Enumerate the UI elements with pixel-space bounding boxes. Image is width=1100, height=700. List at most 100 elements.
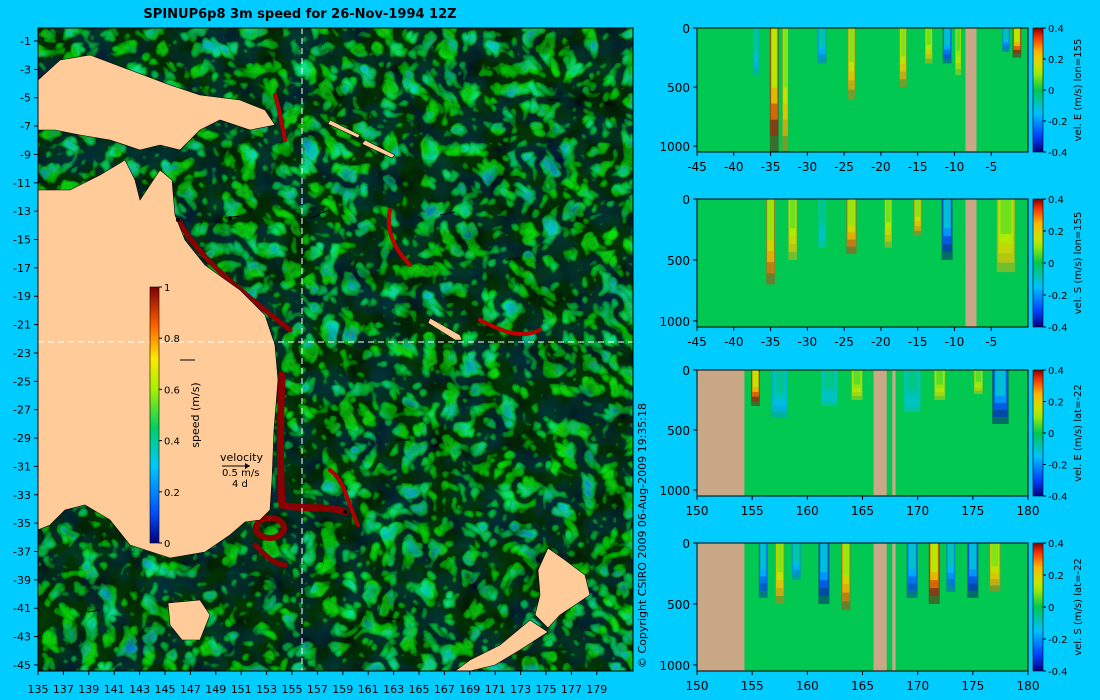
section-land — [873, 543, 887, 671]
section-anomaly — [843, 543, 849, 576]
speed-map — [38, 28, 633, 671]
section-x-tick-label: 160 — [796, 679, 819, 693]
lon-tick-label: 179 — [586, 683, 607, 696]
section-anomaly — [995, 370, 1006, 396]
speed-colorbar-tick-label: 0.2 — [164, 488, 180, 499]
section-land — [892, 370, 896, 496]
section-anomaly — [767, 199, 774, 240]
map-lon-axis: 135 137 139 141 143 145 147 149 151 153 155 157 159 1… — [28, 671, 607, 696]
speed-colorbar-tick-label: 0.8 — [164, 334, 180, 345]
lon-tick-label: 163 — [383, 683, 404, 696]
lat-tick-label: -15 — [13, 234, 31, 247]
lon-tick-label: 147 — [180, 683, 201, 696]
section-anomaly — [944, 28, 950, 46]
current-jets — [175, 93, 542, 568]
section-anomaly — [907, 370, 918, 391]
map-lat-axis: -1 -3 -5 -7 -9 -11 -13 -15 -17 -19 -21 -23 -25 -27 -29… — [13, 35, 38, 672]
section-anomaly — [1014, 28, 1020, 43]
section-anomaly — [1003, 28, 1009, 40]
section-x-tick-label: -25 — [834, 335, 854, 349]
lon-tick-label: 177 — [561, 683, 582, 696]
lat-tick-label: -33 — [13, 489, 31, 502]
section-land — [965, 28, 977, 152]
section-x-tick-label: -15 — [908, 335, 928, 349]
section-x-tick-label: 175 — [961, 504, 984, 518]
new-zealand-north — [534, 547, 591, 629]
section-x-tick-label: 160 — [796, 504, 819, 518]
section-frame — [696, 198, 1029, 328]
section-anomaly — [849, 28, 854, 63]
section-land — [697, 543, 745, 671]
section-y-tick-label: 1000 — [659, 659, 690, 673]
section-frame — [696, 27, 1029, 153]
section-x-tick-label: 150 — [686, 504, 709, 518]
section-x-tick-label: -5 — [985, 160, 997, 174]
new-guinea — [38, 54, 276, 151]
section-y-tick-label: 0 — [682, 193, 690, 207]
lon-tick-label: 135 — [28, 683, 49, 696]
section-x-tick-label: 150 — [686, 679, 709, 693]
section-field — [697, 28, 1028, 152]
lon-tick-label: 137 — [53, 683, 74, 696]
section-anomaly — [783, 28, 788, 88]
section-anomaly — [956, 28, 960, 51]
section-colorbar-tick-label: -0.4 — [1048, 323, 1068, 334]
lon-tick-label: 143 — [129, 683, 150, 696]
section-y-tick-label: 0 — [682, 537, 690, 551]
section-anomaly — [936, 370, 944, 385]
section-anomaly — [991, 543, 999, 567]
section-x-tick-label: -25 — [834, 160, 854, 174]
section-colorbar-ramp — [1032, 369, 1044, 497]
section-anomaly — [754, 28, 758, 51]
section-x-tick-label: 155 — [741, 679, 764, 693]
lat-tick-label: -19 — [13, 290, 31, 303]
section-colorbar-tick-label: -0.2 — [1048, 461, 1068, 472]
lat-tick-label: -25 — [13, 375, 31, 388]
lat-tick-label: -31 — [13, 460, 31, 473]
section-y-tick-label: 0 — [682, 364, 690, 378]
lat-tick-label: -41 — [13, 602, 31, 615]
section-x-tick-label: -15 — [908, 160, 928, 174]
section-panel-1: -45 -40 -35 -30 -25 -20 -15 -10 -5 0 500 1000 0.4 0.2… — [659, 22, 1084, 174]
section-colorbar-tick-label: 0.2 — [1048, 398, 1064, 409]
speed-colorbar-tick-label: 0.4 — [164, 437, 180, 448]
section-y-tick-label: 500 — [667, 254, 690, 268]
section-x-tick-label: 180 — [1017, 679, 1040, 693]
section-anomaly — [900, 28, 906, 57]
section-anomaly — [824, 370, 835, 388]
section-anomaly — [908, 543, 916, 570]
section-colorbar-tick-label: 0 — [1048, 259, 1054, 270]
section-y-tick-label: 1000 — [659, 140, 690, 154]
section-x-tick-label: -10 — [945, 160, 965, 174]
lon-tick-label: 169 — [459, 683, 480, 696]
section-x-tick-label: -30 — [798, 335, 818, 349]
velocity-key-arrowhead — [245, 463, 250, 469]
section-colorbar-label: vel. E (m/s) lat=-22 — [1073, 384, 1084, 482]
velocity-key: velocity 0.5 m/s 4 d — [220, 451, 263, 490]
section-x-tick-label: -30 — [798, 160, 818, 174]
lat-tick-label: -43 — [13, 631, 31, 644]
section-x-tick-label: -20 — [871, 335, 891, 349]
new-caledonia — [427, 317, 463, 341]
lat-tick-label: -37 — [13, 545, 31, 558]
section-colorbar-tick-label: -0.2 — [1048, 117, 1068, 128]
section-land — [892, 543, 896, 671]
map-frame — [37, 27, 634, 672]
lon-tick-label: 157 — [307, 683, 328, 696]
section-x-tick-label: -10 — [945, 335, 965, 349]
section-x-tick-label: 180 — [1017, 504, 1040, 518]
lon-tick-label: 171 — [485, 683, 506, 696]
section-anomaly — [943, 199, 951, 229]
section-colorbar-tick-label: -0.2 — [1048, 291, 1068, 302]
section-x-tick-label: -20 — [871, 160, 891, 174]
section-anomaly — [774, 370, 785, 394]
section-colorbar-tick-label: -0.2 — [1048, 635, 1068, 646]
section-colorbar-tick-label: 0.2 — [1048, 55, 1064, 66]
section-y-tick-label: 1000 — [659, 484, 690, 498]
lon-tick-label: 149 — [205, 683, 226, 696]
lon-tick-label: 165 — [409, 683, 430, 696]
section-anomaly — [819, 28, 825, 46]
section-land — [697, 370, 745, 496]
lon-tick-label: 159 — [332, 683, 353, 696]
